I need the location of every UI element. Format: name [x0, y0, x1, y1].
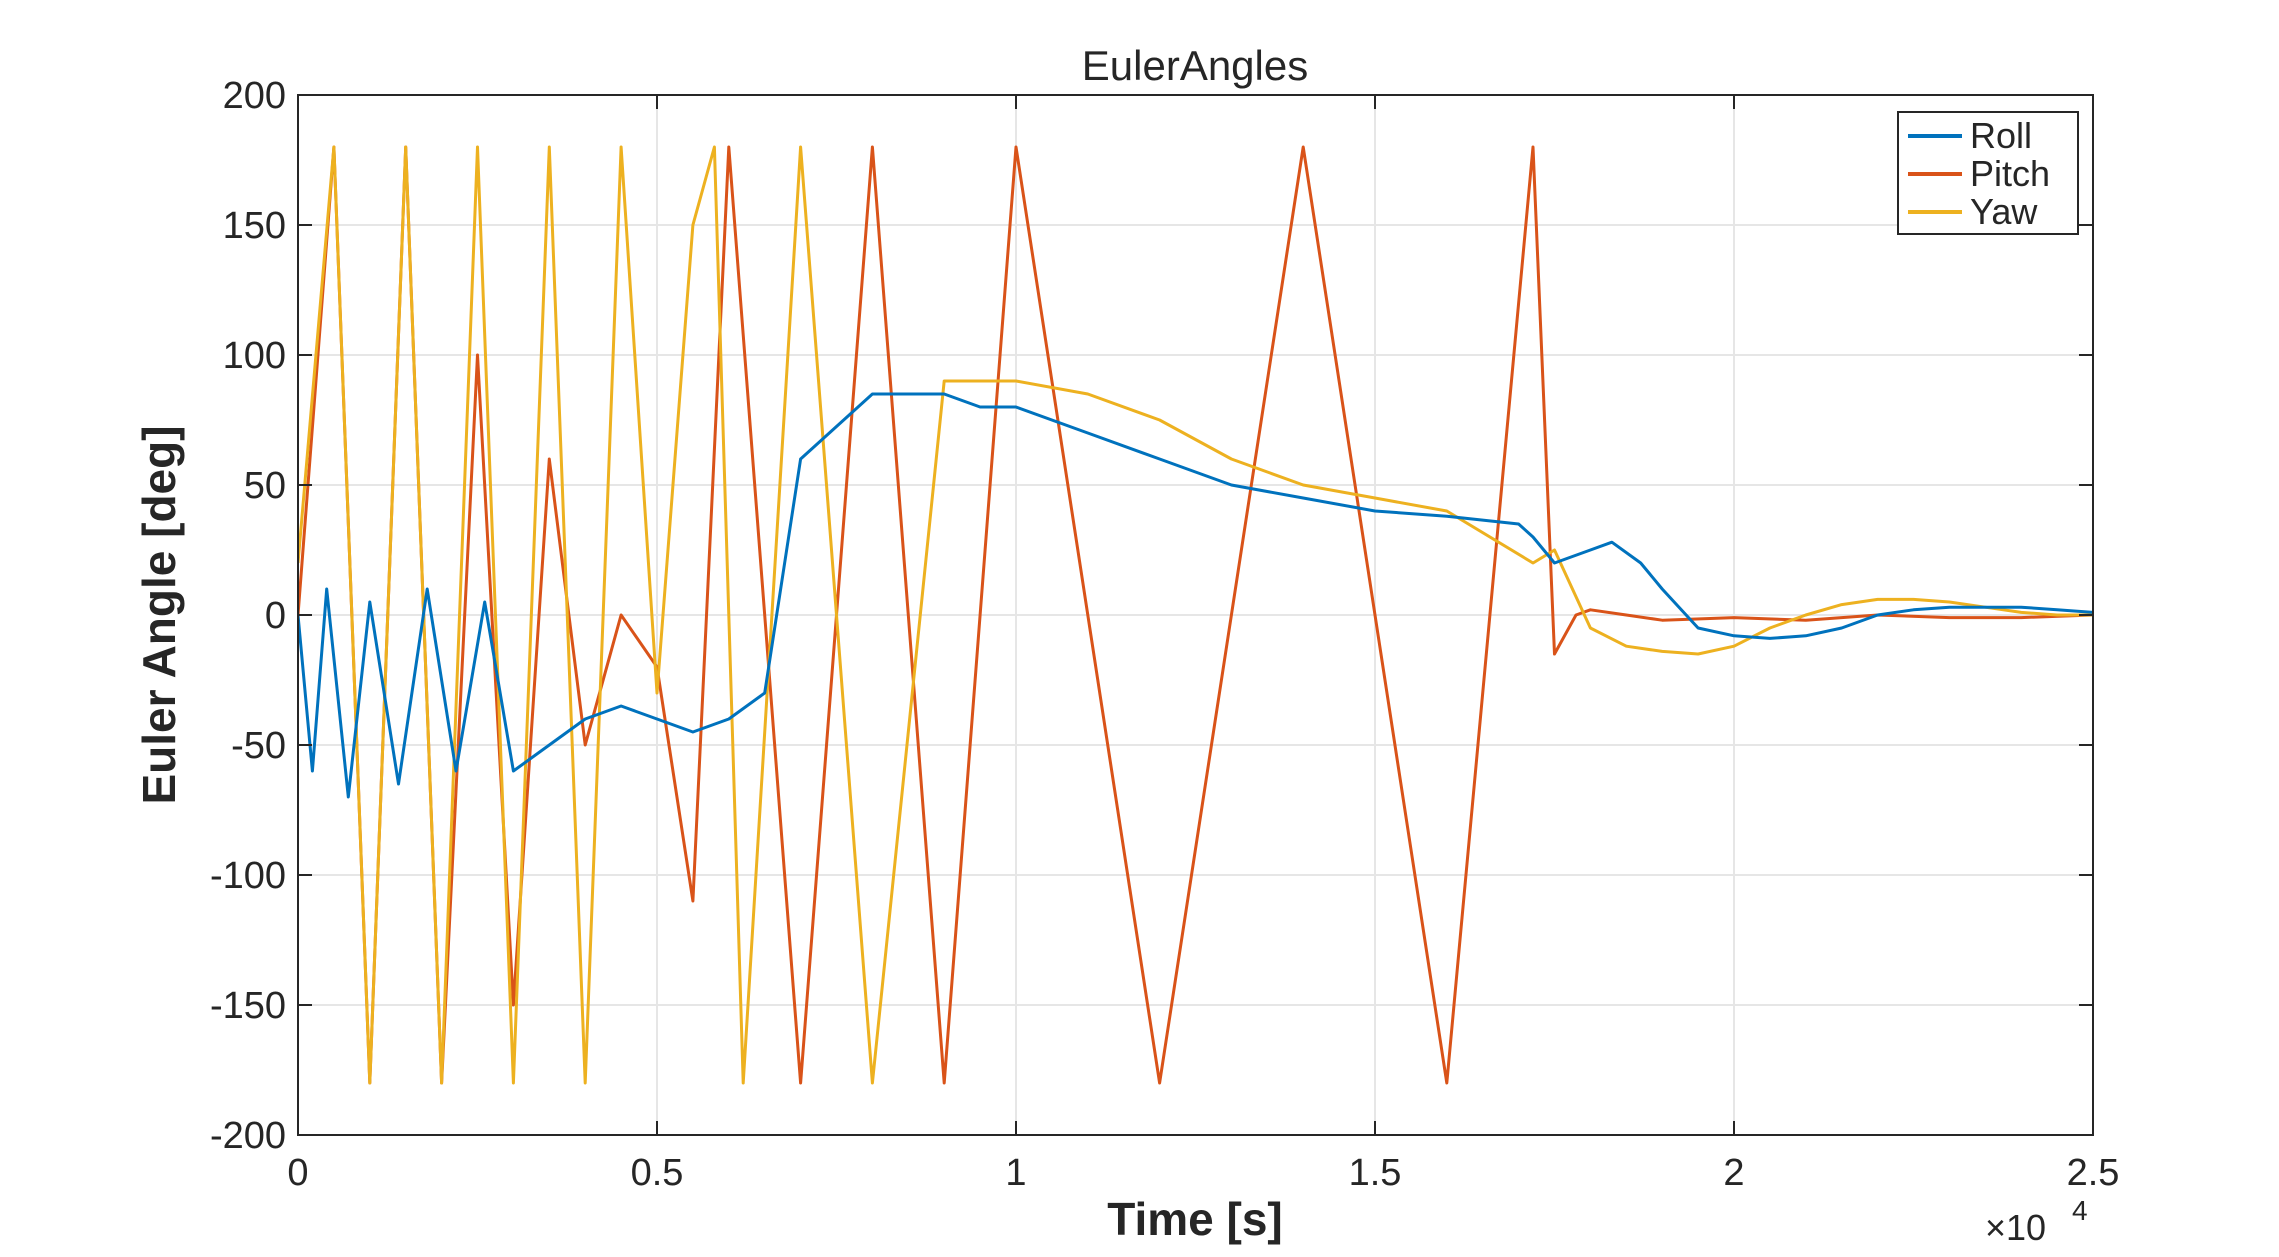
series-line-yaw [298, 145, 2093, 1085]
y-tick-label: 100 [223, 335, 286, 377]
y-tick-label: 200 [223, 75, 286, 117]
x-tick-label: 0 [287, 1152, 308, 1194]
y-tick-label: 0 [265, 595, 286, 637]
y-tick-label: -50 [231, 725, 286, 767]
x-tick-label: 1.5 [1349, 1152, 1402, 1194]
x-axis-label: Time [s] [1107, 1193, 1283, 1245]
y-axis-label: Euler Angle [deg] [133, 425, 185, 804]
legend-label-yaw: Yaw [1970, 191, 2038, 232]
x-exponent-base: ×10 [1985, 1207, 2046, 1248]
y-tick-label: -200 [210, 1115, 286, 1157]
legend-label-pitch: Pitch [1970, 153, 2050, 194]
ticks: 0 0.5 1 1.5 2 2.5 200 150 100 50 0 -50 -100 -150 -200 [210, 75, 2119, 1194]
series-group [298, 145, 2093, 1085]
x-tick-label: 0.5 [631, 1152, 684, 1194]
x-tick-label: 2.5 [2067, 1152, 2120, 1194]
chart-title: EulerAngles [1082, 42, 1308, 89]
y-tick-label: 150 [223, 205, 286, 247]
x-tick-label: 1 [1005, 1152, 1026, 1194]
x-tick-label: 2 [1723, 1152, 1744, 1194]
y-tick-label: -150 [210, 985, 286, 1027]
legend-label-roll: Roll [1970, 115, 2032, 156]
y-tick-label: 50 [244, 465, 286, 507]
x-exponent-power: 4 [2072, 1195, 2088, 1226]
y-tick-label: -100 [210, 855, 286, 897]
x-exponent-label: ×10 4 [1985, 1195, 2088, 1248]
series-line-roll [298, 392, 2093, 799]
plot-area [298, 145, 2093, 1085]
series-line-pitch [298, 145, 2093, 1085]
